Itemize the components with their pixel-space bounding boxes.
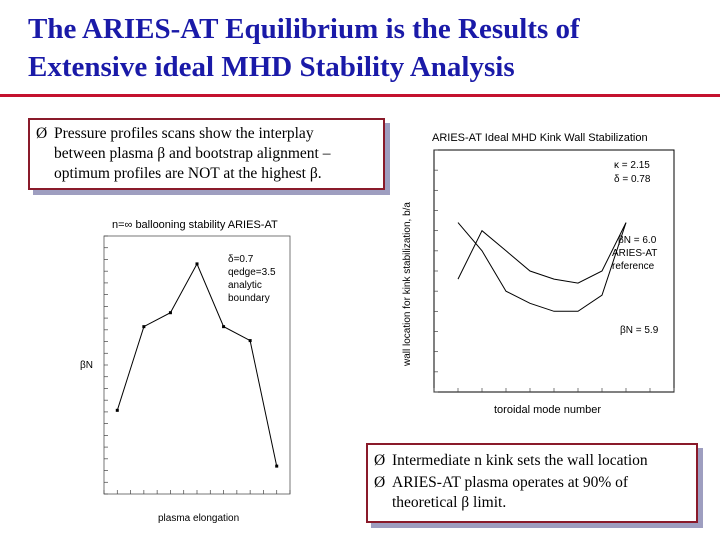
pressure-profiles-line1: Pressure profiles scans show the interpl… (54, 125, 314, 142)
data-point (115, 408, 119, 412)
chart-left-title: n=∞ ballooning stability ARIES-AT (112, 219, 278, 231)
data-point (275, 464, 279, 468)
chart-right-ylabel: wall location for kink stabilization, b/… (402, 202, 413, 367)
chart-right-series (457, 222, 627, 312)
kink-bullet-1: Ø Intermediate n kink sets the wall loca… (374, 451, 690, 471)
data-point (142, 325, 146, 329)
chart-right-annotation-reference: reference (612, 261, 655, 272)
chart-right-annotation-aries-at: ARIES-AT (612, 248, 657, 259)
data-point (168, 311, 172, 315)
pressure-profiles-bullet: Ø Pressure profiles scans show the inter… (36, 124, 377, 184)
chart-left-ticks (103, 235, 291, 495)
chart-right-annotation-kappa: κ = 2.15 (614, 160, 650, 171)
kink-bullet-2-line1: ARIES-AT plasma operates at 90% of (392, 474, 629, 491)
chart-left-ylabel: βN (80, 360, 93, 371)
data-point (195, 262, 199, 266)
series-line-2 (457, 222, 627, 312)
pressure-profiles-line2: between plasma β and bootstrap alignment… (54, 145, 331, 162)
arrow-bullet-icon: Ø (36, 125, 48, 142)
pressure-profiles-line3: optimum profiles are NOT at the highest … (54, 165, 322, 182)
ballooning-stability-chart: n=∞ ballooning stability ARIES-AT δ=0.7 … (80, 219, 291, 524)
chart-right-annotation-delta: δ = 0.78 (614, 174, 651, 185)
chart-right-xlabel: toroidal mode number (494, 404, 601, 416)
arrow-bullet-icon: Ø (374, 452, 386, 469)
arrow-bullet-icon: Ø (374, 474, 386, 491)
data-point (248, 339, 252, 343)
kink-wall-stabilization-chart: ARIES-AT Ideal MHD Kink Wall Stabilizati… (402, 132, 675, 416)
slide-title: The ARIES-AT Equilibrium is the Results … (28, 10, 708, 86)
kink-bullet-2: Ø ARIES-AT plasma operates at 90% of the… (374, 473, 690, 513)
chart-left-annotation-qedge: qedge=3.5 (228, 267, 276, 278)
chart-right-ticks (433, 149, 675, 393)
chart-left-xlabel: plasma elongation (158, 513, 239, 524)
chart-left-annotation-delta: δ=0.7 (228, 254, 254, 265)
chart-right-annotation-betaN-59: βN = 5.9 (620, 325, 659, 336)
chart-left-series (115, 262, 279, 468)
pressure-profiles-box: Ø Pressure profiles scans show the inter… (28, 118, 385, 190)
chart-left-annotation-boundary: boundary (228, 293, 270, 304)
slide-title-line1: The ARIES-AT Equilibrium is the Results … (28, 13, 580, 45)
kink-notes-box: Ø Intermediate n kink sets the wall loca… (366, 443, 698, 523)
slide-title-line2: Extensive ideal MHD Stability Analysis (28, 51, 515, 83)
kink-bullet-1-text: Intermediate n kink sets the wall locati… (392, 452, 648, 469)
series-line-1 (457, 222, 627, 284)
kink-bullet-2-line2: theoretical β limit. (392, 494, 507, 511)
data-point (222, 325, 226, 329)
title-rule (0, 94, 720, 97)
chart-right-annotation-betaN-6: βN = 6.0 (618, 235, 657, 246)
chart-left-annotation-analytic: analytic (228, 280, 262, 291)
chart-right-title: ARIES-AT Ideal MHD Kink Wall Stabilizati… (432, 132, 648, 144)
